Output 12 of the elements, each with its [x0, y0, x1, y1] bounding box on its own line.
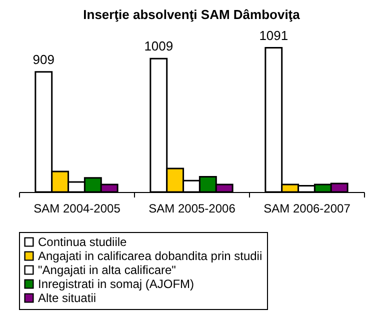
- data-label: 1091: [259, 28, 288, 43]
- x-tick-label: SAM 2006-2007: [264, 202, 351, 216]
- chart-title: Inserţie absolvenţi SAM Dâmboviţa: [83, 6, 301, 22]
- legend-label: Inregistrati in somaj (AJOFM): [38, 277, 194, 291]
- legend-label: Continua studiile: [38, 235, 128, 249]
- legend-label: Alte situatii: [38, 291, 96, 305]
- data-label: 1009: [144, 38, 174, 54]
- legend-label: Angajati in calificarea dobandita prin studii: [38, 249, 262, 263]
- x-tick-label: SAM 2004-2005: [34, 202, 121, 216]
- legend-label: "Angajati in alta calificare": [38, 263, 176, 277]
- data-label: 909: [32, 52, 54, 67]
- x-tick-label: SAM 2005-2006: [148, 202, 236, 216]
